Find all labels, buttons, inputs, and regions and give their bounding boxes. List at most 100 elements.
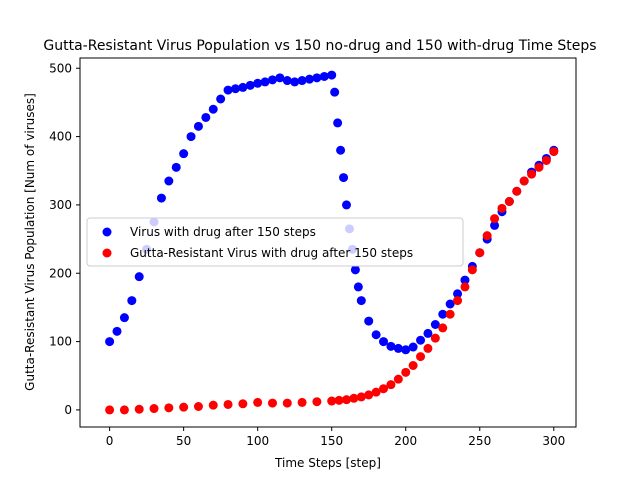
series-1-point — [267, 75, 277, 85]
series-2-point — [430, 333, 440, 343]
series-1-point — [304, 74, 314, 84]
series-2-point — [379, 384, 389, 394]
y-tick-label: 300 — [49, 198, 72, 212]
series-1-point — [134, 272, 144, 282]
series-2-point — [416, 352, 426, 362]
series-2-point — [356, 392, 366, 402]
series-1-point — [112, 326, 122, 336]
series-1-point — [253, 78, 263, 88]
series-1-point — [119, 313, 129, 323]
series-1-point — [342, 200, 352, 210]
series-2-point — [475, 248, 485, 258]
series-2-point — [223, 399, 233, 409]
series-1-point — [186, 132, 196, 142]
series-2-point — [164, 403, 174, 413]
series-1-point — [353, 282, 363, 292]
series-1-point — [371, 330, 381, 340]
x-tick-label: 300 — [542, 434, 565, 448]
series-2-point — [134, 404, 144, 414]
series-1-point — [245, 80, 255, 90]
series-2-point — [208, 400, 218, 410]
x-tick-label: 150 — [320, 434, 343, 448]
series-1-point — [105, 337, 115, 347]
series-2-point — [423, 343, 433, 353]
series-1-point — [445, 299, 455, 309]
legend-marker — [102, 227, 112, 237]
series-2-point — [297, 397, 307, 407]
series-2-point — [401, 367, 411, 377]
series-1-point — [127, 296, 137, 306]
series-2-point — [349, 393, 359, 403]
x-tick-label: 0 — [106, 434, 114, 448]
series-2-point — [460, 282, 470, 292]
y-tick-label: 500 — [49, 61, 72, 75]
series-2-point — [386, 380, 396, 390]
series-1-point — [164, 176, 174, 186]
series-2-point — [393, 374, 403, 384]
series-1-point — [208, 104, 218, 114]
y-tick-label: 400 — [49, 130, 72, 144]
series-1-point — [319, 71, 329, 81]
series-2-point — [334, 395, 344, 405]
series-2-point — [282, 398, 292, 408]
series-2-point — [497, 203, 507, 213]
series-2-point — [105, 405, 115, 415]
series-2-point — [519, 176, 529, 186]
series-1-point — [327, 70, 337, 80]
legend-label: Virus with drug after 150 steps — [130, 225, 316, 239]
legend: Virus with drug after 150 steps Gutta-Res… — [86, 217, 464, 267]
series-2-point — [445, 309, 455, 319]
y-tick-label: 200 — [49, 266, 72, 280]
series-1-point — [453, 289, 463, 299]
series-1-point — [379, 337, 389, 347]
series-2-point — [527, 169, 537, 179]
series-1-point — [336, 145, 346, 155]
series-1-point — [330, 87, 340, 97]
series-2-point — [253, 397, 263, 407]
x-tick-label: 250 — [468, 434, 491, 448]
series-1-point — [171, 162, 181, 172]
series-2-point — [490, 214, 500, 224]
series-1-point — [339, 173, 349, 183]
series-1-point — [438, 309, 448, 319]
x-axis-label: Time Steps [step] — [274, 456, 381, 470]
series-2-point — [512, 186, 522, 196]
series-2-point — [408, 361, 418, 370]
x-tick-label: 200 — [394, 434, 417, 448]
series-1-point — [230, 84, 240, 94]
series-1-point — [312, 73, 322, 83]
data-marks — [105, 70, 559, 415]
series-1-point — [430, 320, 440, 329]
series-2-point — [267, 398, 277, 408]
series-2-point — [453, 296, 463, 306]
series-2-point — [504, 197, 514, 206]
series-2-point — [534, 162, 544, 172]
series-1-point — [490, 220, 500, 230]
series-2-point — [238, 399, 248, 409]
y-tick-label: 100 — [49, 335, 72, 349]
series-1-point — [238, 82, 248, 92]
series-1-point — [416, 335, 426, 345]
series-2-point — [179, 402, 189, 412]
series-2-point — [371, 387, 381, 397]
y-axis-label: Gutta-Resistant Virus Population [Num of… — [23, 93, 37, 391]
series-1-point — [290, 77, 300, 87]
series-2-point — [193, 402, 203, 411]
series-1-point — [386, 341, 396, 351]
series-2-point — [119, 405, 129, 415]
series-2-point — [312, 397, 322, 407]
legend-marker — [102, 248, 112, 258]
series-1-point — [393, 343, 403, 353]
series-1-point — [275, 73, 285, 83]
series-2-point — [482, 231, 492, 241]
series-1-point — [179, 149, 189, 159]
x-tick-label: 100 — [246, 434, 269, 448]
series-2-point — [342, 395, 352, 405]
series-2-point — [467, 265, 477, 275]
series-1-point — [193, 121, 203, 131]
x-tick-label: 50 — [176, 434, 191, 448]
series-2-point — [438, 323, 448, 333]
y-tick-label: 0 — [64, 403, 72, 417]
